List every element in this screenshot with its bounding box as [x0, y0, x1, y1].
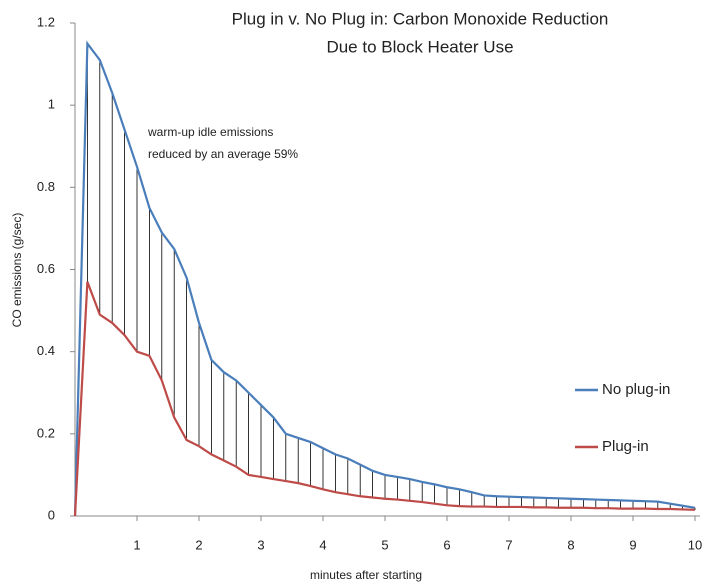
- legend-label: No plug-in: [602, 381, 670, 398]
- annotation: reduced by an average 59%: [148, 147, 298, 161]
- y-tick-label: 0: [48, 507, 55, 522]
- y-tick-label: 1.2: [37, 14, 55, 29]
- chart-title: Due to Block Heater Use: [326, 37, 513, 56]
- chart-title: Plug in v. No Plug in: Carbon Monoxide R…: [232, 9, 609, 28]
- x-tick-label: 6: [443, 537, 450, 552]
- x-tick-label: 7: [505, 537, 512, 552]
- y-tick-label: 0.6: [37, 261, 55, 276]
- y-tick-label: 0.8: [37, 179, 55, 194]
- x-tick-label: 2: [195, 537, 202, 552]
- x-tick-label: 10: [688, 537, 702, 552]
- series-line: [73, 281, 696, 517]
- y-tick-label: 0.2: [37, 425, 55, 440]
- annotation: warm-up idle emissions: [147, 125, 273, 139]
- x-tick-label: 9: [629, 537, 636, 552]
- y-axis-title: CO emissions (g/sec): [10, 213, 24, 328]
- y-tick-label: 0.4: [37, 343, 55, 358]
- x-tick-label: 1: [133, 537, 140, 552]
- series-line: [73, 40, 696, 517]
- x-tick-label: 3: [257, 537, 264, 552]
- x-tick-label: 4: [319, 537, 326, 552]
- x-tick-label: 8: [567, 537, 574, 552]
- x-axis-title: minutes after starting: [310, 568, 422, 582]
- x-tick-label: 5: [381, 537, 388, 552]
- legend-label: Plug-in: [602, 438, 649, 455]
- y-tick-label: 1: [48, 97, 55, 112]
